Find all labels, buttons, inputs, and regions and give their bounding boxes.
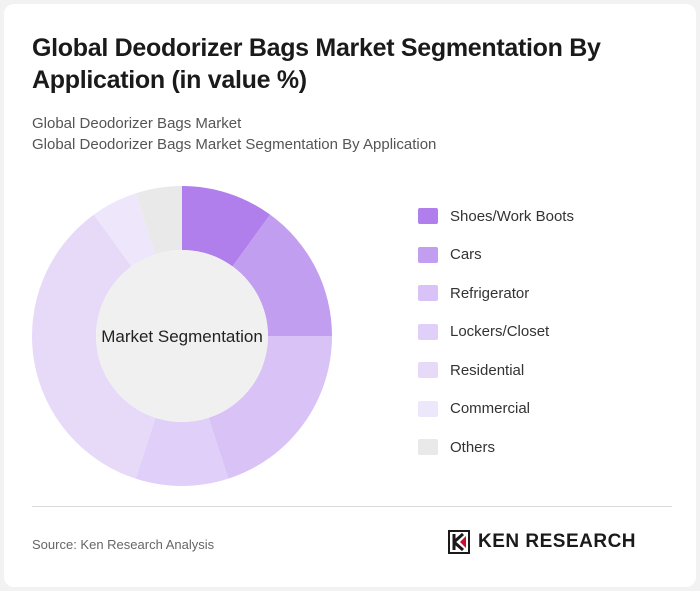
legend-swatch	[418, 400, 438, 417]
slice-residential	[31, 214, 156, 479]
donut-center-label: Market Segmentation	[101, 327, 263, 346]
legend-label: Refrigerator	[450, 284, 530, 302]
legend-item-commercial: Commercial	[418, 397, 668, 421]
legend-label: Commercial	[450, 400, 531, 417]
legend-label: Lockers/Closet	[450, 323, 550, 340]
slice-lockers-closet	[135, 417, 229, 486]
legend-item-shoes-work-boots: Shoes/Work Boots	[418, 204, 668, 228]
legend-swatch	[418, 362, 438, 378]
legend-label: Others	[450, 438, 496, 456]
slice-refrigerator	[208, 336, 332, 479]
slice-others	[135, 186, 182, 255]
chart-title: Global Deodorizer Bags Market Segmentati…	[32, 34, 601, 94]
legend-item-residential: Residential	[418, 358, 668, 382]
legend-item-others: Others	[418, 435, 668, 459]
ken-research-logo: KEN RESEARCH	[448, 530, 636, 554]
legend-label: Shoes/Work Boots	[450, 207, 574, 225]
legend-swatch	[418, 285, 438, 301]
legend-item-cars: Cars	[418, 243, 668, 267]
legend-item-refrigerator: Refrigerator	[418, 281, 668, 305]
legend-swatch	[418, 439, 438, 455]
slice-cars	[232, 214, 332, 336]
legend-swatch	[418, 246, 438, 263]
legend-swatch	[418, 323, 438, 340]
chart-subtitle-market: Global Deodorizer Bags Market	[32, 115, 242, 132]
chart-subtitle-segmentation: Global Deodorizer Bags Market Segmentati…	[32, 136, 437, 153]
donut-slices	[31, 186, 332, 486]
legend-item-lockers-closet: Lockers/Closet	[418, 320, 668, 344]
ken-research-logo-icon	[448, 530, 470, 554]
footer-divider	[32, 506, 672, 507]
chart-card: Global Deodorizer Bags Market Segmentati…	[4, 4, 696, 587]
legend-label: Residential	[450, 361, 525, 379]
slice-shoes-work-boots	[182, 186, 271, 267]
legend-label: Cars	[450, 246, 482, 263]
ken-research-logo-text: KEN RESEARCH	[478, 531, 637, 552]
donut-hole	[96, 250, 268, 422]
source-note: Source: Ken Research Analysis	[32, 537, 215, 552]
donut-chart: Market Segmentation	[31, 186, 332, 486]
slice-commercial	[93, 193, 156, 267]
legend-swatch	[418, 208, 438, 224]
